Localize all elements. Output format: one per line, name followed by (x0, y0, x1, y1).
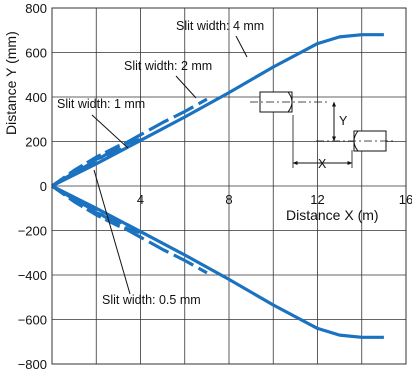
pointer-slit-1mm (91, 114, 129, 149)
inset-x-label: X (318, 157, 327, 171)
annotations: Slit width: 4 mm Slit width: 2 mm Slit w… (57, 19, 264, 307)
label-slit-4mm: Slit width: 4 mm (176, 19, 264, 33)
y-axis-title: Distance Y (mm) (3, 31, 19, 135)
y-tick-label: 200 (25, 135, 47, 150)
series-slit-width-1-mm-upper (51, 144, 131, 188)
inset-diagram: Y X (250, 91, 394, 171)
series-slit-width-0-5-mm-lower (51, 184, 141, 235)
pointer-slit-4mm (235, 35, 248, 58)
y-tick-label: 800 (25, 1, 47, 16)
inset-y-label: Y (339, 114, 348, 128)
y-tick-label: −400 (18, 268, 47, 283)
y-tick-label: −200 (18, 224, 47, 239)
tick-labels: −800 −600 −400 −200 0 200 400 600 800 4 8 12 16 (18, 1, 412, 372)
pointer-slit-2mm (175, 75, 197, 99)
y-tick-label: −600 (18, 313, 47, 328)
x-axis-title: Distance X (m) (286, 207, 379, 223)
pointer-slit-0-5mm (93, 169, 131, 295)
x-tick-label: 16 (399, 192, 412, 207)
y-tick-label: 400 (25, 90, 47, 105)
x-tick-label: 4 (137, 192, 144, 207)
x-tick-label: 12 (310, 192, 324, 207)
y-tick-label: 0 (40, 179, 47, 194)
series-lines (51, 33, 384, 339)
label-slit-0-5mm: Slit width: 0.5 mm (102, 293, 201, 307)
grid (52, 8, 406, 364)
plot-frame (51, 7, 407, 365)
label-slit-1mm: Slit width: 1 mm (57, 97, 145, 111)
y-tick-label: 600 (25, 46, 47, 61)
y-tick-label: −800 (18, 357, 47, 372)
series-slit-width-0-5-mm-upper (51, 137, 141, 188)
x-tick-label: 8 (225, 192, 232, 207)
label-slit-2mm: Slit width: 2 mm (124, 59, 212, 73)
emitter-lens (287, 91, 293, 113)
series-slit-width-1-mm-lower (51, 184, 130, 228)
